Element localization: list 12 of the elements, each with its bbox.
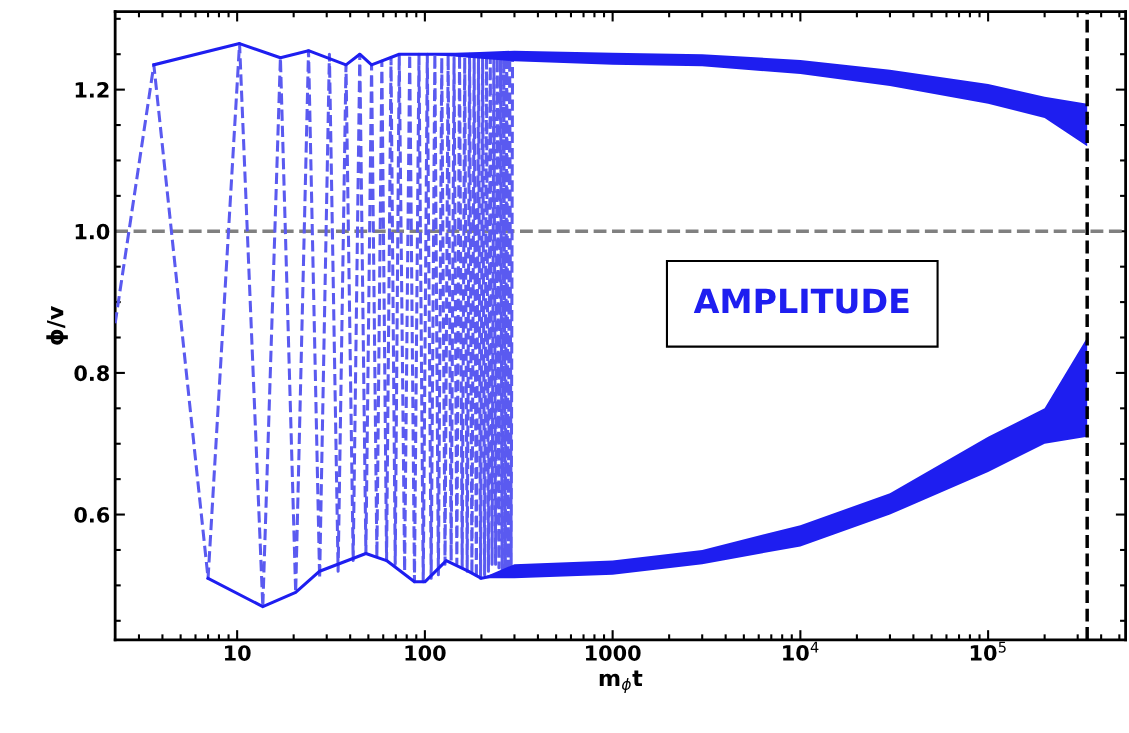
x-tick-label: 10: [225, 645, 251, 661]
y-tick-label: 1.0: [75, 223, 110, 240]
annotation: AMPLITUDE: [693, 288, 909, 314]
y-tick-label: 0.8: [74, 365, 110, 382]
y-tick-label: 1.2: [75, 82, 109, 98]
x-tick-label: 1000: [585, 645, 641, 661]
x-tick-label: 10$^{4}$: [783, 641, 819, 661]
x-axis-title: m$_{ϕ}$t: [599, 670, 643, 693]
y-tick-label: 0.6: [74, 507, 110, 523]
x-tick-label: 10$^{5}$: [970, 641, 1006, 661]
x-tick-label: 100: [405, 645, 446, 661]
y-axis-title: ϕ/v: [46, 306, 68, 345]
